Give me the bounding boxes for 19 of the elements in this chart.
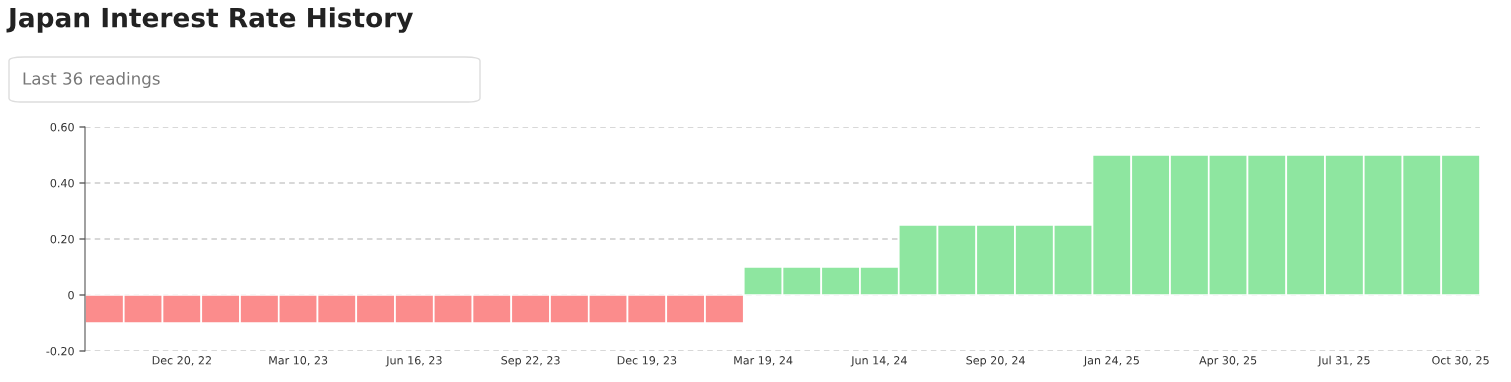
text: Last 36 readings (23, 71, 160, 89)
x-tick-label: Mar 19, 24 (734, 356, 793, 366)
y-tick-label: 0.60 (50, 122, 74, 132)
x-tick-label: Sep 20, 24 (966, 356, 1025, 367)
y-tick-label: 0 (68, 290, 74, 300)
x-tick-label: Jan 24, 25 (1083, 356, 1139, 367)
x-tick-label: Dec 19, 23 (617, 356, 677, 366)
x-tick-label: Mar 10, 23 (269, 356, 328, 366)
x-tick-label: Oct 30, 25 (1432, 356, 1489, 366)
x-tick-label: Jun 14, 24 (850, 356, 907, 367)
x-tick-label: Jul 31, 25 (1317, 355, 1370, 367)
y-tick-label: -0.20 (46, 346, 74, 356)
x-tick-label: Jun 16, 23 (385, 356, 442, 367)
x-tick-label: Dec 20, 22 (152, 356, 211, 366)
y-tick-label: 0.20 (50, 234, 74, 244)
y-tick-label: 0.40 (50, 178, 74, 188)
chart-title: Japan Interest Rate History (6, 7, 413, 33)
x-tick-label: Apr 30, 25 (1199, 356, 1257, 367)
x-tick-label: Sep 22, 23 (501, 356, 560, 367)
